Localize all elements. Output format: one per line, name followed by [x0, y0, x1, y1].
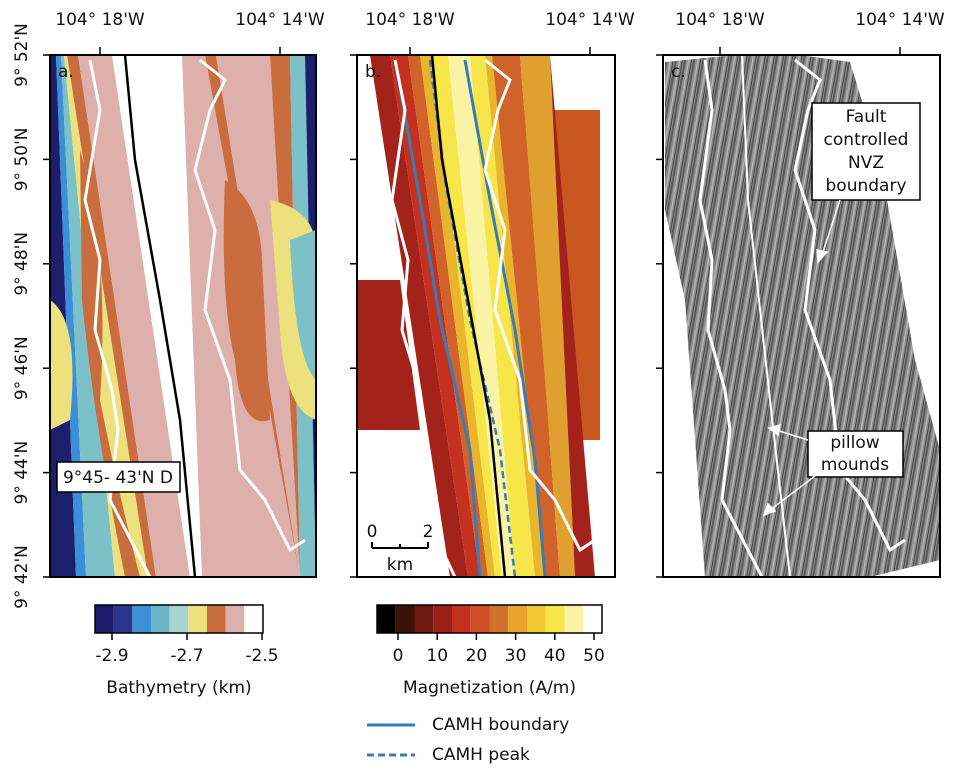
- panel-b-map: [357, 55, 600, 577]
- annotation-text: NVZ: [848, 153, 884, 173]
- colorbar-swatch: [188, 605, 207, 633]
- panel-label: b.: [365, 62, 381, 82]
- colorbar-swatch: [132, 605, 151, 633]
- colorbar-swatch: [415, 605, 434, 633]
- colorbar-swatch: [95, 605, 114, 633]
- panel-label: c.: [671, 62, 686, 82]
- colorbar-title: Bathymetry (km): [106, 678, 251, 698]
- scale-tick: 0: [367, 522, 378, 542]
- colorbar-swatch: [565, 605, 584, 633]
- colorbar-tick-label: 0: [393, 646, 404, 666]
- colorbar-swatch: [114, 605, 133, 633]
- colorbar-swatch: [490, 605, 509, 633]
- y-tick-label: 9° 44'N: [12, 441, 32, 505]
- colorbar-swatch: [207, 605, 226, 633]
- x-tick-label: 104° 18'W: [675, 10, 765, 30]
- colorbar-tick-label: 20: [466, 646, 488, 666]
- panel-a-map: [50, 55, 316, 577]
- scale-unit: km: [387, 555, 413, 575]
- panel-label: a.: [58, 62, 74, 82]
- colorbar-swatch: [244, 605, 263, 633]
- colorbar-swatch: [452, 605, 471, 633]
- scale-tick: 2: [423, 522, 434, 542]
- colorbar-tick-label: 40: [544, 646, 566, 666]
- y-tick-label: 9° 46'N: [12, 336, 32, 400]
- legend: CAMH boundary CAMH peak: [367, 715, 569, 765]
- legend-label: CAMH boundary: [432, 715, 569, 735]
- colorbar-tick-label: -2.7: [170, 646, 203, 666]
- x-tick-label: 104° 14'W: [235, 10, 325, 30]
- colorbar-tick-label: 10: [426, 646, 448, 666]
- colorbar-tick-label: 30: [505, 646, 527, 666]
- colorbar-swatch: [377, 605, 396, 633]
- x-tick-label: 104° 14'W: [855, 10, 945, 30]
- y-tick-label: 9° 48'N: [12, 232, 32, 296]
- annotation-text: Fault: [846, 107, 887, 127]
- y-tick-label: 9° 52'N: [12, 23, 32, 87]
- y-tick-label: 9° 42'N: [12, 545, 32, 609]
- colorbar-tick-label: 50: [583, 646, 605, 666]
- colorbar-swatch: [471, 605, 490, 633]
- annotation-text: controlled: [824, 130, 909, 150]
- annotation-text: mounds: [821, 455, 889, 475]
- annotation-text: pillow: [830, 433, 879, 453]
- colorbar-swatch: [508, 605, 527, 633]
- colorbar-swatch: [226, 605, 245, 633]
- colorbar-swatch: [546, 605, 565, 633]
- x-tick-label: 104° 14'W: [545, 10, 635, 30]
- annotation-text: boundary: [826, 176, 907, 196]
- x-tick-label: 104° 18'W: [365, 10, 455, 30]
- colorbar-swatch: [433, 605, 452, 633]
- panel-a-annotation: 9°45- 43'N D: [63, 468, 173, 488]
- colorbar-title: Magnetization (A/m): [403, 678, 576, 698]
- y-tick-label: 9° 50'N: [12, 128, 32, 192]
- x-tick-label: 104° 18'W: [55, 10, 145, 30]
- colorbar-tick-label: -2.5: [245, 646, 278, 666]
- colorbar-swatch: [583, 605, 602, 633]
- colorbar-swatch: [527, 605, 546, 633]
- colorbar-swatch: [151, 605, 170, 633]
- colorbar-tick-label: -2.9: [95, 646, 128, 666]
- colorbar-swatch: [170, 605, 189, 633]
- legend-label: CAMH peak: [432, 745, 530, 765]
- figure: 9°45- 43'N D 0 2 km CAMH boundary CAMH p…: [0, 0, 956, 765]
- scale-bar: [372, 542, 428, 548]
- colorbar-swatch: [396, 605, 415, 633]
